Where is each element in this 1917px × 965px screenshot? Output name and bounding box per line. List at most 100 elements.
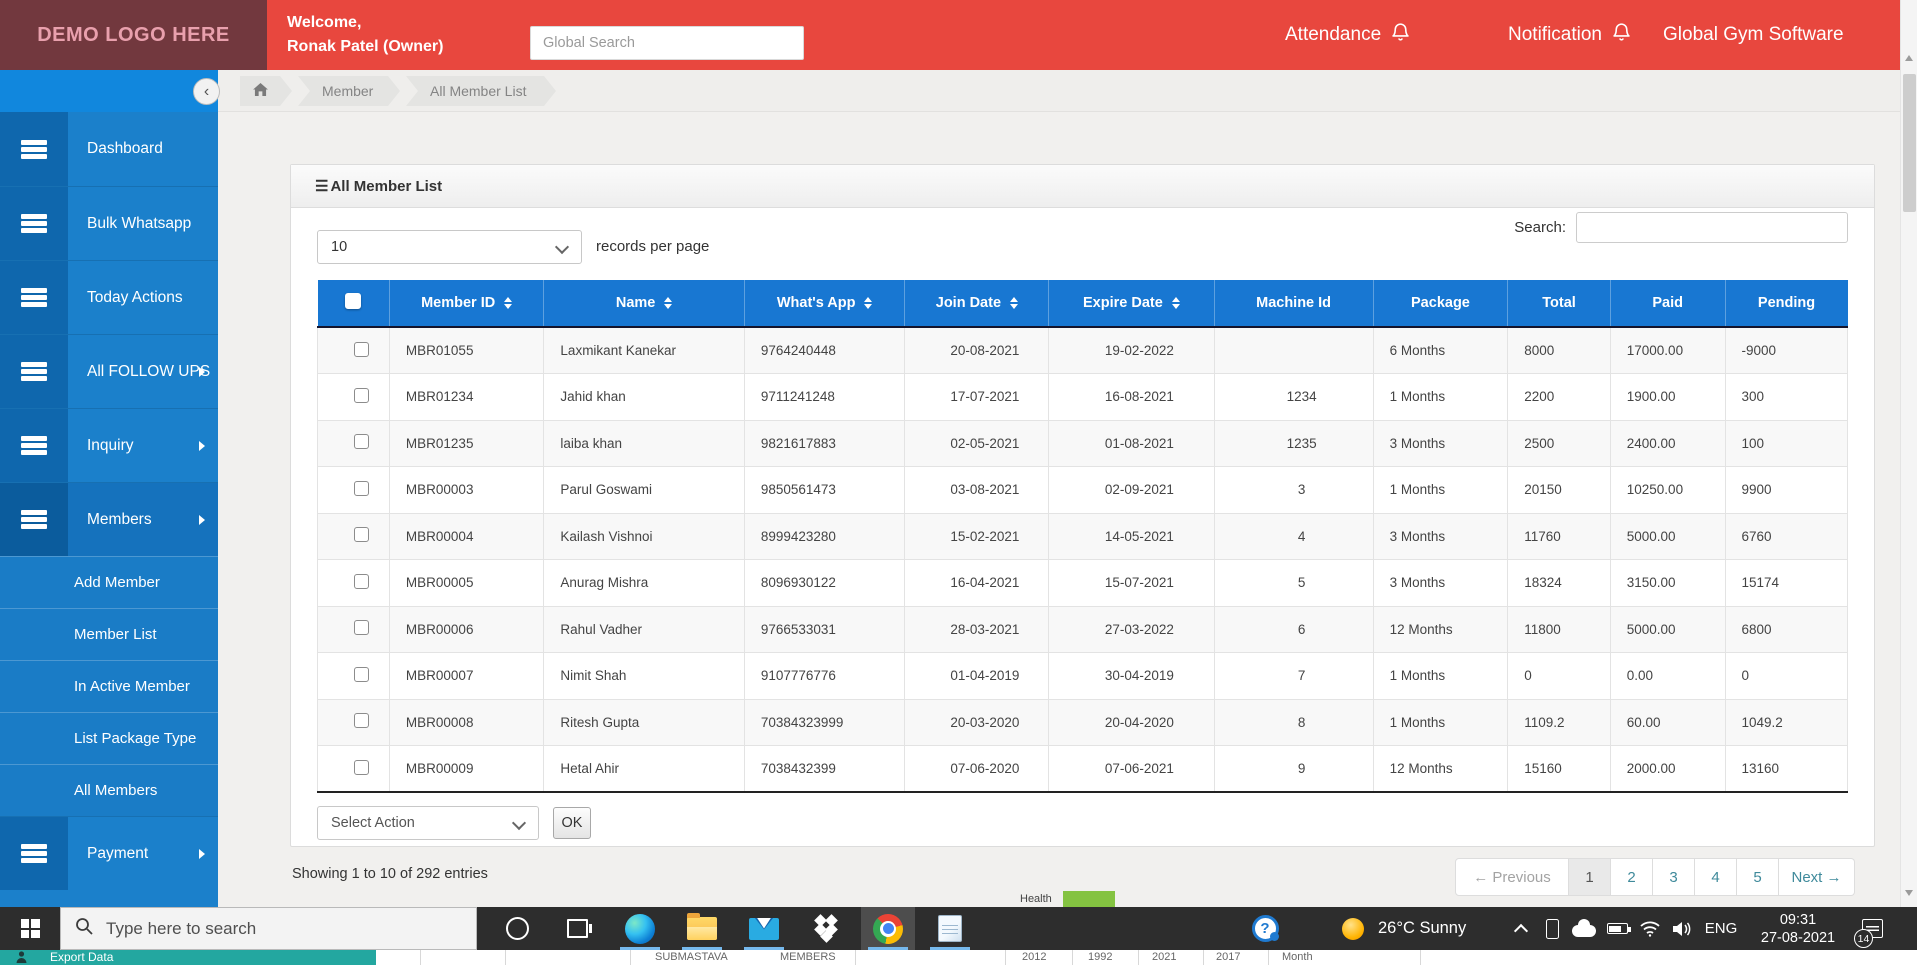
member-name-link[interactable]: Nimit Shah [544,653,744,700]
sidebar-item-inquiry[interactable]: Inquiry [0,408,218,482]
row-checkbox[interactable] [354,760,369,775]
row-checkbox[interactable] [354,620,369,635]
language-indicator[interactable]: ENG [1700,907,1742,950]
start-button[interactable] [0,907,60,950]
sidebar-subitem-list-package-type[interactable]: List Package Type [0,712,218,764]
row-checkbox[interactable] [354,388,369,403]
column-whatsapp[interactable]: What's App [744,280,905,327]
taskbar-app-edge[interactable] [613,907,667,950]
member-name-link[interactable]: Parul Goswami [544,467,744,514]
member-name-link[interactable]: Ritesh Gupta [544,699,744,746]
pagination-next[interactable]: Next → [1779,858,1855,896]
whatsapp-number-link[interactable]: 9107776776 [744,653,905,700]
pagination-page-5[interactable]: 5 [1737,858,1779,896]
breadcrumb-member[interactable]: Member [298,76,400,106]
pagination-page-2[interactable]: 2 [1611,858,1653,896]
your-phone-tray-icon[interactable] [1540,907,1564,950]
onedrive-tray-icon[interactable] [1568,907,1600,950]
wifi-tray-icon[interactable] [1636,907,1664,950]
sidebar-item-members[interactable]: Members [0,482,218,556]
whatsapp-number-link[interactable]: 9766533031 [744,606,905,653]
sidebar-item-bulk-whatsapp[interactable]: Bulk Whatsapp [0,186,218,260]
row-checkbox[interactable] [354,713,369,728]
pagination-previous[interactable]: ← Previous [1455,858,1569,896]
export-data-button[interactable]: Export Data [0,950,376,965]
battery-tray-icon[interactable] [1602,907,1632,950]
sidebar-subitem-in-active-member[interactable]: In Active Member [0,660,218,712]
attendance-menu[interactable]: Attendance [1285,0,1411,70]
whatsapp-number-link[interactable]: 9821617883 [744,420,905,467]
whatsapp-number-link[interactable]: 8999423280 [744,513,905,560]
notification-menu[interactable]: Notification [1508,0,1632,70]
weather-icon[interactable] [1340,907,1366,950]
task-view-button[interactable] [550,907,604,950]
member-name-link[interactable]: Jahid khan [544,374,744,421]
records-per-page-select[interactable]: 10 [317,230,582,264]
breadcrumb-home[interactable] [240,76,292,106]
row-checkbox[interactable] [354,342,369,357]
pagination-page-4[interactable]: 4 [1695,858,1737,896]
sidebar-item-payment[interactable]: Payment [0,816,218,890]
sidebar-subitem-all-members[interactable]: All Members [0,764,218,816]
taskbar-app-file-explorer[interactable] [675,907,729,950]
cortana-button[interactable] [490,907,544,950]
row-checkbox[interactable] [354,667,369,682]
column-expire-date[interactable]: Expire Date [1049,280,1214,327]
taskbar-app-mail[interactable] [737,907,791,950]
member-name-link[interactable]: Kailash Vishnoi [544,513,744,560]
column-total[interactable]: Total [1508,280,1611,327]
tray-overflow-button[interactable] [1508,907,1534,950]
whatsapp-number-link[interactable]: 70384323999 [744,699,905,746]
taskbar-search[interactable]: Type here to search [60,907,477,950]
sidebar-collapse-button[interactable]: ‹ [193,78,220,105]
taskbar-app-dropbox[interactable] [799,907,853,950]
row-checkbox[interactable] [354,527,369,542]
column-package[interactable]: Package [1373,280,1508,327]
row-checkbox[interactable] [354,434,369,449]
vertical-scrollbar[interactable] [1900,0,1917,907]
bulk-action-select[interactable]: Select Action [317,806,539,840]
scrollbar-thumb[interactable] [1903,74,1916,212]
taskbar-app-chrome[interactable] [861,907,915,950]
scrollbar-up-arrow[interactable] [1905,55,1913,61]
taskbar-app-notepad[interactable] [923,907,977,950]
member-name-link[interactable]: Hetal Ahir [544,746,744,793]
breadcrumb-all-member-list[interactable]: All Member List [406,76,556,106]
pagination-page-1[interactable]: 1 [1569,858,1611,896]
member-name-link[interactable]: Anurag Mishra [544,560,744,607]
sidebar-subitem-add-member[interactable]: Add Member [0,556,218,608]
member-name-link[interactable]: Rahul Vadher [544,606,744,653]
table-search-input[interactable] [1576,212,1848,243]
volume-tray-icon[interactable] [1668,907,1696,950]
whatsapp-number-link[interactable]: 8096930122 [744,560,905,607]
global-search-input[interactable] [530,26,804,60]
select-all-header[interactable] [318,280,390,327]
sidebar-subitem-member-list[interactable]: Member List [0,608,218,660]
column-join-date[interactable]: Join Date [905,280,1049,327]
whatsapp-number-link[interactable]: 7038432399 [744,746,905,793]
table-row: MBR01235 laiba khan 9821617883 02-05-202… [318,420,1848,467]
member-name-link[interactable]: laiba khan [544,420,744,467]
sidebar-item-dashboard[interactable]: Dashboard [0,112,218,186]
whatsapp-number-link[interactable]: 9764240448 [744,327,905,374]
taskbar-clock[interactable]: 09:31 27-08-2021 [1748,907,1848,950]
column-paid[interactable]: Paid [1610,280,1725,327]
pagination-page-3[interactable]: 3 [1653,858,1695,896]
sidebar-item-today-actions[interactable]: Today Actions [0,260,218,334]
column-pending[interactable]: Pending [1725,280,1847,327]
row-checkbox[interactable] [354,481,369,496]
column-machine-id[interactable]: Machine Id [1214,280,1373,327]
weather-text[interactable]: 26°C Sunny [1378,907,1498,950]
action-center-button[interactable]: 14 [1852,907,1892,950]
column-member-id[interactable]: Member ID [389,280,544,327]
sidebar-item-all-follow-ups[interactable]: All FOLLOW UPS [0,334,218,408]
member-name-link[interactable]: Laxmikant Kanekar [544,327,744,374]
select-all-checkbox[interactable] [345,293,361,309]
row-checkbox[interactable] [354,574,369,589]
scrollbar-down-arrow[interactable] [1905,890,1913,896]
whatsapp-number-link[interactable]: 9850561473 [744,467,905,514]
column-name[interactable]: Name [544,280,744,327]
ok-button[interactable]: OK [553,807,591,839]
help-tray-button[interactable]: ? [1250,907,1280,950]
whatsapp-number-link[interactable]: 9711241248 [744,374,905,421]
